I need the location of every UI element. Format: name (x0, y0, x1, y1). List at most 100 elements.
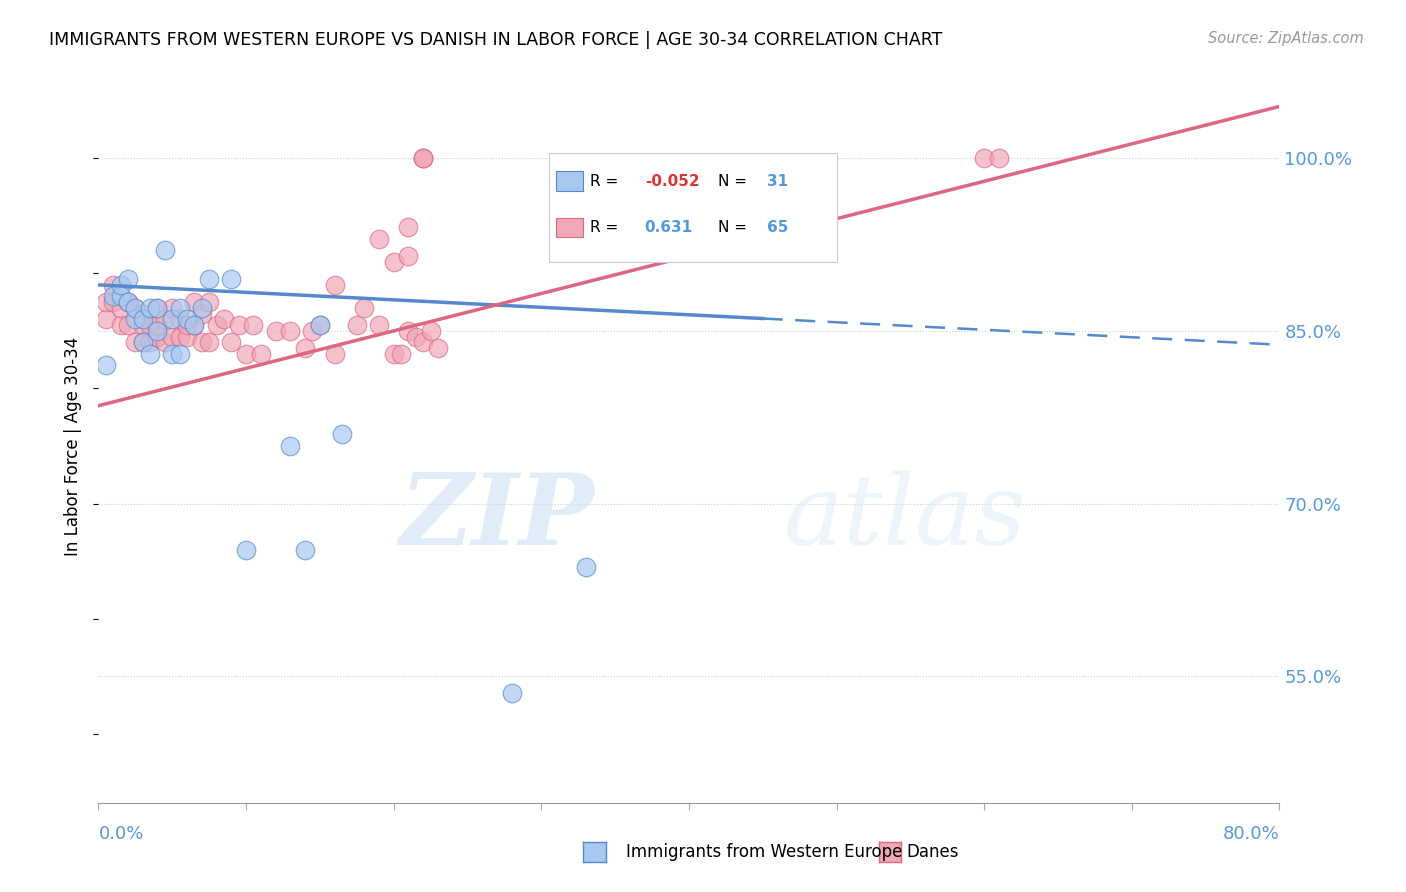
Point (309, 318, 332, 333)
Point (124, 312, 146, 326)
Point (294, 542, 316, 557)
Point (219, 335, 242, 350)
Point (132, 312, 155, 326)
Bar (548, 153, 837, 262)
Point (278, 439, 302, 453)
Text: 65: 65 (768, 219, 789, 235)
Point (183, 295, 205, 310)
Point (198, 335, 221, 350)
Point (973, 151, 995, 165)
Point (278, 324, 302, 338)
Point (124, 335, 146, 350)
Text: -0.052: -0.052 (644, 174, 699, 189)
Text: N =: N = (718, 219, 748, 235)
Point (124, 301, 146, 315)
Point (987, 151, 1010, 165)
Point (396, 249, 419, 263)
Point (146, 329, 169, 343)
Text: 31: 31 (768, 174, 789, 189)
Text: IMMIGRANTS FROM WESTERN EUROPE VS DANISH IN LABOR FORCE | AGE 30-34 CORRELATION : IMMIGRANTS FROM WESTERN EUROPE VS DANISH… (49, 31, 942, 49)
Point (146, 301, 169, 315)
Point (264, 324, 287, 338)
Point (501, 686, 523, 700)
Point (132, 335, 155, 350)
Point (198, 272, 221, 286)
Point (346, 318, 368, 333)
Point (191, 301, 214, 315)
Point (162, 301, 183, 315)
Point (323, 277, 346, 292)
Text: Source: ZipAtlas.com: Source: ZipAtlas.com (1208, 31, 1364, 46)
Point (176, 329, 198, 343)
Text: 80.0%: 80.0% (1223, 825, 1279, 843)
Point (162, 312, 183, 326)
Point (162, 347, 183, 361)
Point (228, 318, 250, 333)
Point (323, 347, 346, 361)
Point (110, 289, 132, 303)
Point (419, 324, 441, 338)
Text: atlas: atlas (783, 470, 1026, 565)
Bar (557, 218, 582, 237)
Point (250, 347, 273, 361)
Point (146, 301, 169, 315)
Point (382, 255, 405, 269)
Point (110, 318, 132, 333)
Point (103, 277, 125, 292)
Text: 0.631: 0.631 (644, 219, 693, 235)
Text: R =: R = (591, 174, 619, 189)
Point (169, 301, 191, 315)
Point (139, 301, 162, 315)
Point (153, 335, 176, 350)
Point (169, 329, 191, 343)
Text: ZIP: ZIP (399, 469, 595, 566)
Point (205, 318, 228, 333)
Point (162, 329, 183, 343)
Point (153, 312, 176, 326)
Point (153, 244, 176, 258)
Point (183, 318, 205, 333)
Point (212, 312, 235, 326)
Point (176, 318, 198, 333)
Point (405, 329, 427, 343)
Bar (557, 171, 582, 191)
Point (235, 542, 257, 557)
Point (117, 272, 139, 286)
Point (139, 335, 162, 350)
Point (242, 318, 264, 333)
Y-axis label: In Labor Force | Age 30-34: In Labor Force | Age 30-34 (65, 336, 83, 556)
Point (124, 301, 146, 315)
Point (219, 272, 242, 286)
Point (103, 289, 125, 303)
Point (146, 324, 169, 338)
Point (110, 277, 132, 292)
Point (412, 151, 434, 165)
Point (191, 307, 214, 321)
Point (183, 318, 205, 333)
Point (412, 151, 434, 165)
Point (132, 307, 155, 321)
Point (368, 318, 391, 333)
Point (574, 559, 596, 574)
Point (117, 295, 139, 310)
Point (301, 324, 323, 338)
Point (330, 427, 353, 442)
Point (191, 335, 214, 350)
Text: Danes: Danes (907, 843, 959, 861)
Point (176, 312, 198, 326)
Point (132, 318, 155, 333)
Point (94, 312, 117, 326)
Point (139, 347, 162, 361)
Point (412, 151, 434, 165)
Point (412, 335, 434, 350)
Point (198, 295, 221, 310)
Point (294, 341, 316, 355)
Point (132, 335, 155, 350)
Point (427, 341, 450, 355)
Point (94, 295, 117, 310)
Point (368, 232, 391, 246)
Point (396, 220, 419, 235)
Text: 0.0%: 0.0% (98, 825, 143, 843)
Point (103, 295, 125, 310)
Point (235, 347, 257, 361)
